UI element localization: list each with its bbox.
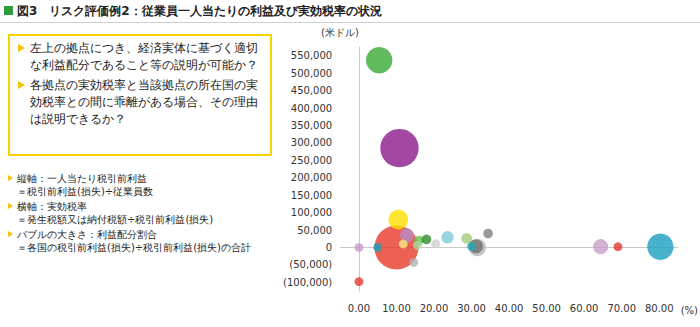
html-text:図3 リスク評価例2：従業員一人当たりの利益及び実効税率の状: 図3 リスク評価例2：従業員一人当たりの利益及び実効税率の状況: [17, 4, 382, 18]
svg-text:50.00: 50.00: [532, 303, 561, 314]
svg-text:350,000: 350,000: [291, 120, 332, 131]
svg-text:20.00: 20.00: [420, 303, 449, 314]
svg-text:0.00: 0.00: [348, 303, 370, 314]
svg-text:150,000: 150,000: [291, 190, 332, 201]
html-text:横軸：実効税率: 横軸：実効税率: [17, 201, 87, 212]
svg-text:70.00: 70.00: [607, 303, 636, 314]
svg-text:500,000: 500,000: [291, 68, 332, 79]
svg-text:(%): (%): [681, 305, 698, 316]
svg-text:200,000: 200,000: [291, 172, 332, 183]
svg-text:450,000: 450,000: [291, 85, 332, 96]
svg-text:(50,000): (50,000): [289, 259, 332, 270]
html-text:左上の拠点につき、経済実体に基づく適切な利益配分であること等: 左上の拠点につき、経済実体に基づく適切な利益配分であること等の説明が可能か？: [30, 41, 258, 72]
svg-text:(米ドル): (米ドル): [321, 27, 359, 38]
svg-text:10.00: 10.00: [382, 303, 411, 314]
svg-text:400,000: 400,000: [291, 103, 332, 114]
svg-text:50,000: 50,000: [297, 225, 332, 236]
html-text:＝税引前利益(損失)÷従業員数: ＝税引前利益(損失)÷従業員数: [17, 186, 154, 197]
html-text:バブルの大きさ：利益配分割合: バブルの大きさ：利益配分割合: [17, 229, 157, 240]
svg-text:100,000: 100,000: [291, 207, 332, 218]
html-text:各拠点の実効税率と当該拠点の所在国の実効税率との間に乖離があ: 各拠点の実効税率と当該拠点の所在国の実効税率との間に乖離がある場合、その理由は説…: [30, 78, 258, 126]
html-text:＝発生税額又は納付税額÷税引前利益(損失): ＝発生税額又は納付税額÷税引前利益(損失): [17, 214, 214, 225]
html-text:縦軸：一人当たり税引前利益: 縦軸：一人当たり税引前利益: [17, 173, 147, 184]
svg-text:30.00: 30.00: [457, 303, 486, 314]
svg-text:300,000: 300,000: [291, 137, 332, 148]
svg-text:(100,000): (100,000): [283, 277, 332, 288]
svg-text:550,000: 550,000: [291, 50, 332, 61]
svg-text:40.00: 40.00: [495, 303, 524, 314]
svg-text:0: 0: [326, 242, 332, 253]
html-text:＝各国の税引前利益(損失)÷税引前利益(損失)の合計: ＝各国の税引前利益(損失)÷税引前利益(損失)の合計: [17, 242, 251, 253]
svg-text:60.00: 60.00: [570, 303, 599, 314]
svg-text:250,000: 250,000: [291, 155, 332, 166]
svg-text:80.00: 80.00: [645, 303, 674, 314]
